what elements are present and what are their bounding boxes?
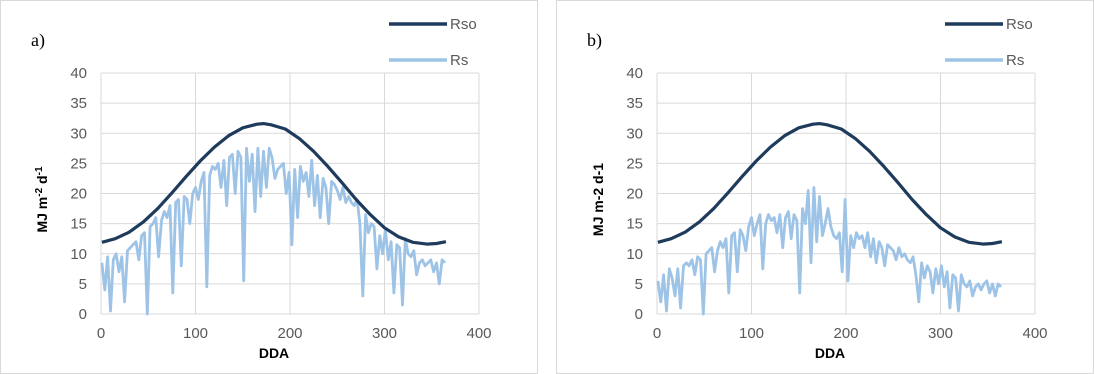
series-line-rs: [656, 186, 1003, 316]
x-tick-label: 300: [372, 325, 397, 342]
series-line-rs: [100, 146, 447, 316]
x-tick-label: 400: [466, 325, 491, 342]
x-axis-label: DDA: [815, 345, 845, 361]
y-tick-label: 30: [626, 125, 643, 142]
y-axis-label-part: MJ m-2 d-1: [590, 163, 606, 236]
x-tick-label: 200: [277, 325, 302, 342]
x-tick-label: 0: [653, 325, 661, 342]
x-tick-label: 0: [97, 325, 105, 342]
y-tick-label: 15: [626, 216, 643, 233]
series-line-rso: [101, 122, 447, 246]
y-tick-label: 0: [79, 306, 87, 323]
y-axis-label-superscript: -1: [34, 166, 45, 175]
y-axis-label-part: d: [34, 175, 50, 187]
y-tick-label: 40: [626, 65, 643, 82]
y-tick-label: 5: [635, 276, 643, 293]
x-axis-label: DDA: [259, 345, 289, 361]
chart-panel-a: a) 0 5 10 15 20 25 30 35 40 0 100 200 300 400 DDA MJ m-2…: [0, 0, 538, 374]
y-tick-label: 0: [635, 306, 643, 323]
x-tick-label: 200: [833, 325, 858, 342]
y-tick-label: 10: [70, 246, 87, 263]
y-axis-label: MJ m-2 d-1: [590, 163, 606, 236]
y-tick-label: 20: [70, 186, 87, 203]
panel-letter: a): [31, 30, 45, 51]
y-tick-label: 30: [70, 125, 87, 142]
y-tick-label: 25: [626, 155, 643, 172]
x-tick-label: 300: [928, 325, 953, 342]
y-tick-label: 35: [626, 95, 643, 112]
y-tick-label: 25: [70, 155, 87, 172]
x-tick-label: 100: [739, 325, 764, 342]
panel-letter: b): [587, 30, 602, 51]
y-tick-label: 35: [70, 95, 87, 112]
y-tick-label: 10: [626, 246, 643, 263]
y-tick-label: 20: [626, 186, 643, 203]
y-axis-label: MJ m-2 d-1: [34, 166, 51, 232]
y-axis-label-part: MJ m: [34, 197, 50, 233]
chart-panel-b: b) 0 5 10 15 20 25 30 35 40 0 100 200 300 400 DDA MJ m-2…: [556, 0, 1094, 374]
y-tick-label: 15: [70, 216, 87, 233]
legend-label-rso: Rso: [450, 16, 477, 33]
series-line-rso: [657, 122, 1003, 246]
y-tick-label: 5: [79, 276, 87, 293]
legend-label-rs: Rs: [450, 52, 468, 69]
x-tick-label: 400: [1022, 325, 1047, 342]
legend-label-rs: Rs: [1006, 52, 1024, 69]
y-tick-label: 40: [70, 65, 87, 82]
x-tick-label: 100: [183, 325, 208, 342]
legend-label-rso: Rso: [1006, 16, 1033, 33]
y-axis-label-superscript: -2: [34, 187, 45, 196]
